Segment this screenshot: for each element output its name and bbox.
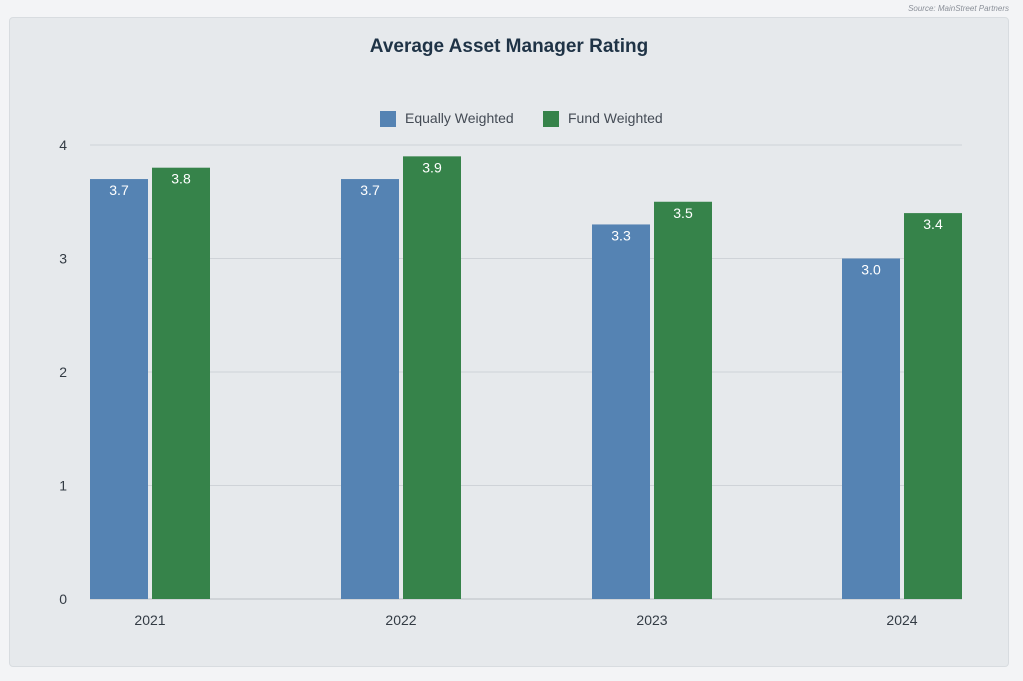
y-tick-label: 2 <box>59 364 67 380</box>
legend-label-equally-weighted: Equally Weighted <box>405 110 514 126</box>
bar-equally-weighted-2023 <box>592 224 650 599</box>
bar-fund-weighted-2024 <box>904 213 962 599</box>
bar-fund-weighted-2023 <box>654 201 712 599</box>
data-labels: 3.7 3.8 3.7 3.9 3.3 3.5 3.0 3.4 <box>109 159 943 277</box>
gridlines <box>90 144 962 600</box>
data-label: 3.7 <box>109 182 129 198</box>
y-axis-ticks: 0 1 2 3 4 <box>59 137 67 607</box>
y-tick-label: 1 <box>59 478 67 494</box>
chart-title: Average Asset Manager Rating <box>369 36 649 57</box>
data-label: 3.9 <box>422 159 442 175</box>
x-axis-ticks: 2021 2022 2023 2024 <box>134 612 917 628</box>
data-label: 3.4 <box>923 216 943 232</box>
x-tick-label: 2022 <box>385 612 416 628</box>
data-label: 3.3 <box>611 227 631 243</box>
bar-equally-weighted-2021 <box>90 179 148 600</box>
y-tick-label: 0 <box>59 591 67 607</box>
source-note: Source: MainStreet Partners <box>908 4 1009 13</box>
x-tick-label: 2024 <box>886 612 917 628</box>
bar-fund-weighted-2021 <box>152 167 210 599</box>
legend-swatch-fund-weighted <box>543 111 559 127</box>
legend: Equally Weighted Fund Weighted <box>380 110 663 127</box>
y-tick-label: 4 <box>59 137 67 153</box>
legend-swatch-equally-weighted <box>380 111 396 127</box>
bar-fund-weighted-2022 <box>403 156 461 599</box>
data-label: 3.7 <box>360 182 380 198</box>
legend-label-fund-weighted: Fund Weighted <box>568 110 663 126</box>
x-tick-label: 2021 <box>134 612 165 628</box>
data-label: 3.0 <box>861 262 881 278</box>
data-label: 3.5 <box>673 205 693 221</box>
bar-equally-weighted-2024 <box>842 258 900 599</box>
y-tick-label: 3 <box>59 251 67 267</box>
x-tick-label: 2023 <box>636 612 667 628</box>
data-label: 3.8 <box>171 171 191 187</box>
bars <box>90 156 962 600</box>
bar-equally-weighted-2022 <box>341 179 399 600</box>
